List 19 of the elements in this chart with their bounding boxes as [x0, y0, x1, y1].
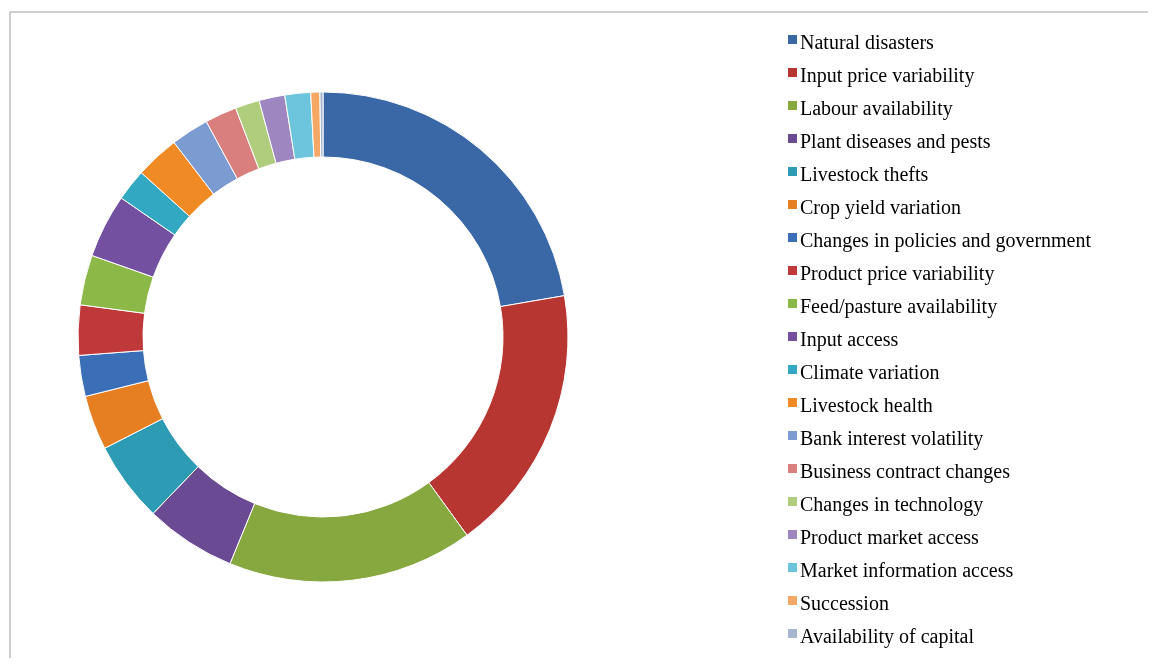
legend-label: Input price variability: [800, 63, 975, 87]
legend-label: Plant diseases and pests: [800, 129, 991, 153]
legend-label: Input access: [800, 327, 899, 351]
legend-label: Changes in technology: [800, 492, 984, 516]
legend-label: Labour availability: [800, 96, 953, 120]
legend-label: Product market access: [800, 525, 980, 548]
legend-label: Business contract changes: [800, 459, 1011, 483]
legend-label: Changes in policies and government: [800, 228, 1092, 252]
legend-label: Crop yield variation: [800, 195, 962, 219]
legend-label: Availability of capital: [800, 624, 975, 648]
legend-label: Natural disasters: [800, 30, 935, 53]
legend-label: Climate variation: [800, 360, 940, 383]
legend-label: Market information access: [800, 558, 1014, 581]
legend-label: Product price variability: [800, 261, 995, 285]
legend-label: Livestock thefts: [800, 162, 929, 185]
legend-label: Livestock health: [800, 393, 933, 416]
legend-label: Feed/pasture availability: [800, 294, 998, 318]
legend-label: Succession: [800, 591, 889, 614]
legend-label: Bank interest volatility: [800, 426, 984, 450]
